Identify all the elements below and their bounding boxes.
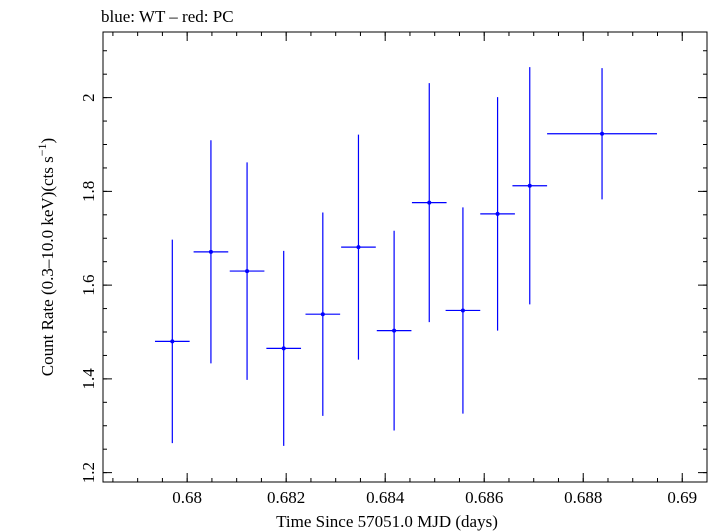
plot-frame <box>102 31 708 483</box>
data-point <box>445 207 481 414</box>
data-marker <box>460 308 465 313</box>
data-marker <box>208 249 213 254</box>
data-marker <box>170 339 175 344</box>
data-marker <box>245 269 250 274</box>
y-tick-label: 2 <box>79 93 98 102</box>
y-tick-label: 1.2 <box>79 462 98 483</box>
data-marker <box>427 200 432 205</box>
data-marker <box>600 131 605 136</box>
data-marker <box>527 183 532 188</box>
data-point <box>512 67 548 305</box>
series-wt <box>154 67 657 446</box>
x-tick-label: 0.68 <box>172 488 202 507</box>
x-tick-labels: 0.68 0.682 0.684 0.686 0.688 0.69 <box>172 488 697 507</box>
y-tick-labels: 1.2 1.4 1.6 1.8 2 <box>79 93 98 483</box>
x-tick-label: 0.688 <box>564 488 602 507</box>
x-tick-label: 0.686 <box>465 488 503 507</box>
data-marker <box>281 346 286 351</box>
x-tick-label: 0.684 <box>366 488 405 507</box>
y-axis-label-exponent: −1 <box>35 143 49 156</box>
data-point <box>376 230 412 431</box>
data-point <box>341 134 376 360</box>
data-point <box>305 212 341 416</box>
y-tick-label: 1.6 <box>79 275 98 296</box>
data-marker <box>356 245 361 250</box>
data-point <box>154 239 190 444</box>
axis-ticks <box>103 32 708 482</box>
data-marker <box>320 312 325 317</box>
data-point <box>229 162 265 380</box>
data-point <box>411 83 447 323</box>
y-tick-label: 1.4 <box>79 368 98 390</box>
data-marker <box>495 211 500 216</box>
data-point <box>266 250 302 446</box>
data-point <box>480 97 515 331</box>
data-point <box>193 140 229 364</box>
y-axis-label-main: Count Rate (0.3–10.0 keV)(cts s <box>38 156 57 376</box>
chart-title: blue: WT – red: PC <box>101 7 234 26</box>
data-marker <box>392 328 397 333</box>
x-tick-label: 0.682 <box>267 488 305 507</box>
y-tick-label: 1.8 <box>79 181 98 202</box>
x-axis-label: Time Since 57051.0 MJD (days) <box>276 512 498 531</box>
x-tick-label: 0.69 <box>667 488 697 507</box>
y-axis-label: Count Rate (0.3–10.0 keV)(cts s−1) <box>35 138 57 376</box>
data-point <box>547 68 657 200</box>
y-axis-label-close: ) <box>38 138 57 144</box>
